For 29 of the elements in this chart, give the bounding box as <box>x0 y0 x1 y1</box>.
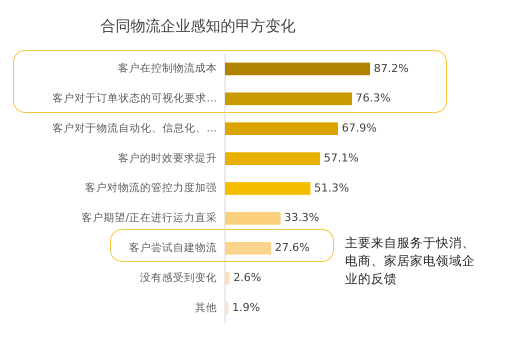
chart-title: 合同物流企业感知的甲方变化 <box>100 16 296 35</box>
data-label: 33.3% <box>284 211 320 224</box>
y-tick-label: 客户的时效要求提升 <box>118 151 217 164</box>
bar <box>225 92 352 106</box>
bar <box>225 182 310 195</box>
y-tick-label: 没有感受到变化 <box>140 270 217 284</box>
y-tick-label: 客户期望/正在进行运力直采 <box>81 211 217 224</box>
bar <box>225 122 338 136</box>
y-tick-label: 客户对于订单状态的可视化要求… <box>52 92 217 105</box>
data-label: 27.6% <box>274 241 310 254</box>
y-tick-label: 其他 <box>195 300 217 314</box>
data-label: 1.9% <box>232 300 260 314</box>
data-label: 67.9% <box>342 122 377 135</box>
data-label: 51.3% <box>314 181 350 194</box>
data-label: 76.3% <box>356 92 391 105</box>
annotation: 主要来自服务于快消、电商、家居家电领域企业的反馈 <box>345 234 475 288</box>
bar <box>225 302 228 314</box>
data-label: 57.1% <box>324 151 359 164</box>
y-tick-label: 客户在控制物流成本 <box>118 62 217 75</box>
bar <box>225 152 320 165</box>
data-label: 2.6% <box>233 271 262 284</box>
y-tick-label: 客户对物流的管控力度加强 <box>85 181 217 194</box>
data-label: 87.2% <box>374 62 409 75</box>
bar <box>225 212 281 225</box>
bar <box>225 272 230 284</box>
bar <box>225 62 370 76</box>
bar <box>225 242 272 255</box>
y-tick-label: 客户对于物流自动化、信息化、… <box>52 121 217 134</box>
y-tick-label: 客户尝试自建物流 <box>129 241 217 254</box>
